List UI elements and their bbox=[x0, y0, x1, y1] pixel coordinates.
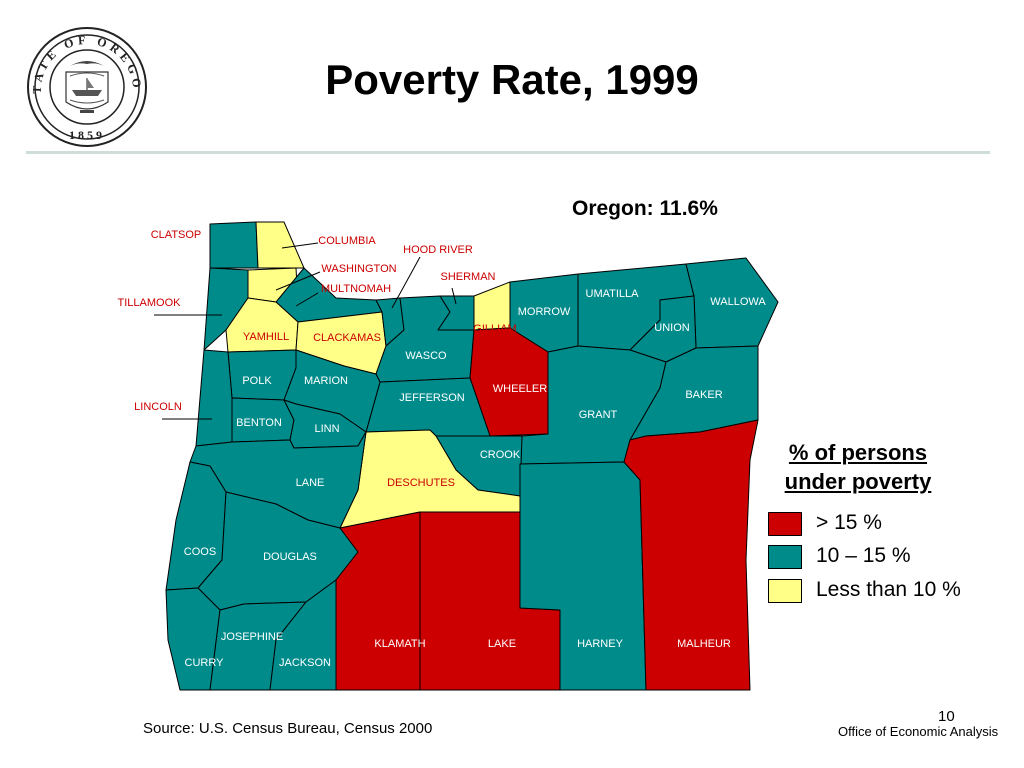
county-label-benton: BENTON bbox=[236, 417, 282, 429]
county-label-grant: GRANT bbox=[579, 409, 618, 421]
page-title: Poverty Rate, 1999 bbox=[325, 56, 699, 103]
county-label-jackson: JACKSON bbox=[279, 657, 331, 669]
county-label-lane: LANE bbox=[296, 477, 325, 489]
county-jefferson bbox=[365, 377, 491, 437]
county-label-clackamas: CLACKAMAS bbox=[313, 332, 381, 344]
county-label-hood-river: HOOD RIVER bbox=[403, 244, 473, 256]
county-clatsop bbox=[209, 221, 259, 269]
legend-label-low: Less than 10 % bbox=[816, 578, 961, 601]
county-label-baker: BAKER bbox=[685, 389, 722, 401]
office-name: Office of Economic Analysis bbox=[838, 724, 999, 739]
county-label-coos: COOS bbox=[184, 546, 216, 558]
legend-title-line2: under poverty bbox=[784, 469, 932, 494]
county-label-harney: HARNEY bbox=[577, 638, 624, 650]
oregon-seal-icon: STATE OF OREGON 1859 bbox=[26, 26, 147, 147]
county-columbia bbox=[255, 221, 305, 269]
legend-title-line1: % of persons bbox=[788, 440, 928, 465]
county-label-douglas: DOUGLAS bbox=[263, 551, 317, 563]
county-label-marion: MARION bbox=[304, 375, 348, 387]
county-label-gilliam: GILLIAM bbox=[473, 323, 516, 335]
legend-title: % of persons under poverty bbox=[760, 438, 956, 496]
county-sherman bbox=[437, 295, 475, 331]
county-label-lincoln: LINCOLN bbox=[134, 401, 182, 413]
county-label-clatsop: CLATSOP bbox=[151, 229, 202, 241]
county-klamath bbox=[335, 511, 421, 691]
county-label-josephine: JOSEPHINE bbox=[221, 631, 283, 643]
county-malheur bbox=[623, 419, 759, 691]
county-label-wheeler: WHEELER bbox=[493, 383, 547, 395]
county-label-wallowa: WALLOWA bbox=[710, 296, 766, 308]
state-poverty-rate: Oregon: 11.6% bbox=[572, 197, 718, 220]
source-note: Source: U.S. Census Bureau, Census 2000 bbox=[143, 720, 433, 737]
county-label-umatilla: UMATILLA bbox=[586, 288, 640, 300]
county-label-washington: WASHINGTON bbox=[321, 263, 396, 275]
county-label-multnomah: MULTNOMAH bbox=[321, 283, 391, 295]
county-label-union: UNION bbox=[654, 322, 690, 334]
county-label-tillamook: TILLAMOOK bbox=[118, 297, 182, 309]
county-label-klamath: KLAMATH bbox=[374, 638, 425, 650]
legend-swatch-high bbox=[768, 512, 802, 536]
county-jackson bbox=[269, 579, 337, 691]
title-divider bbox=[26, 151, 990, 154]
legend-swatch-low bbox=[768, 579, 802, 603]
county-label-linn: LINN bbox=[314, 423, 339, 435]
county-label-columbia: COLUMBIA bbox=[318, 235, 376, 247]
county-label-jefferson: JEFFERSON bbox=[399, 392, 464, 404]
county-label-yamhill: YAMHILL bbox=[243, 331, 289, 343]
legend-label-high: > 15 % bbox=[816, 511, 882, 534]
county-label-crook: CROOK bbox=[480, 449, 521, 461]
county-label-curry: CURRY bbox=[185, 657, 225, 669]
county-label-malheur: MALHEUR bbox=[677, 638, 731, 650]
county-label-deschutes: DESCHUTES bbox=[387, 477, 455, 489]
county-label-sherman: SHERMAN bbox=[440, 271, 495, 283]
county-label-polk: POLK bbox=[242, 375, 272, 387]
seal-year: 1859 bbox=[69, 128, 105, 142]
legend-label-mid: 10 – 15 % bbox=[816, 544, 911, 567]
page-number: 10 bbox=[938, 708, 955, 725]
county-lincoln bbox=[195, 349, 233, 447]
legend-swatch-mid bbox=[768, 545, 802, 569]
county-label-lake: LAKE bbox=[488, 638, 516, 650]
county-label-wasco: WASCO bbox=[405, 350, 447, 362]
county-label-morrow: MORROW bbox=[518, 306, 571, 318]
